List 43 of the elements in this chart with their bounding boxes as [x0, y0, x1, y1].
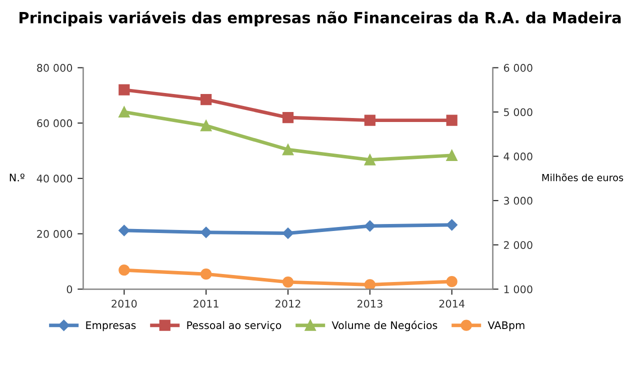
legend-label: Pessoal ao serviço [187, 321, 282, 331]
point [200, 120, 212, 132]
point [364, 114, 376, 126]
point [446, 150, 458, 161]
point [364, 279, 376, 290]
point [200, 268, 212, 280]
y-tick-label: 20 000 [37, 230, 72, 238]
x-tick-label: 2012 [276, 300, 300, 308]
point [446, 276, 458, 288]
point [118, 224, 130, 236]
point [282, 228, 294, 239]
point [200, 226, 212, 238]
y2-tick-label: 1 000 [504, 285, 532, 294]
point [282, 276, 294, 288]
point [446, 219, 458, 231]
y2-tick-label: 6 000 [504, 64, 532, 72]
x-tick-label: 2010 [112, 300, 137, 308]
y2-axis-title: Milhões de euros [542, 174, 624, 182]
y-tick-label: 0 [66, 285, 72, 294]
point [446, 114, 458, 126]
legend-label: VABpm [488, 321, 524, 332]
x-tick-label: 2014 [439, 300, 465, 308]
legend-label: Empresas [86, 321, 136, 332]
point [118, 106, 130, 118]
y-axis-title: N.º [10, 174, 24, 182]
point [282, 112, 294, 124]
chart-title: Principais variáveis das empresas não Financeiras da R.A. da Madeira [20, 10, 621, 26]
x-tick-label: 2013 [357, 300, 382, 308]
point [118, 84, 130, 96]
point [282, 144, 294, 156]
y2-tick-label: 3 000 [504, 196, 532, 205]
point [364, 154, 376, 166]
point [200, 94, 212, 106]
y-tick-label: 80 000 [37, 64, 72, 72]
y-tick-label: 60 000 [37, 119, 72, 128]
point [118, 264, 130, 276]
x-tick-label: 2011 [194, 300, 218, 308]
y2-tick-label: 2 000 [504, 241, 532, 249]
legend-label: Volume de Negócios [332, 320, 438, 332]
point [364, 220, 376, 232]
y-tick-label: 40 000 [36, 174, 72, 183]
y2-tick-label: 5 000 [504, 108, 532, 116]
y2-tick-label: 4 000 [504, 152, 532, 160]
